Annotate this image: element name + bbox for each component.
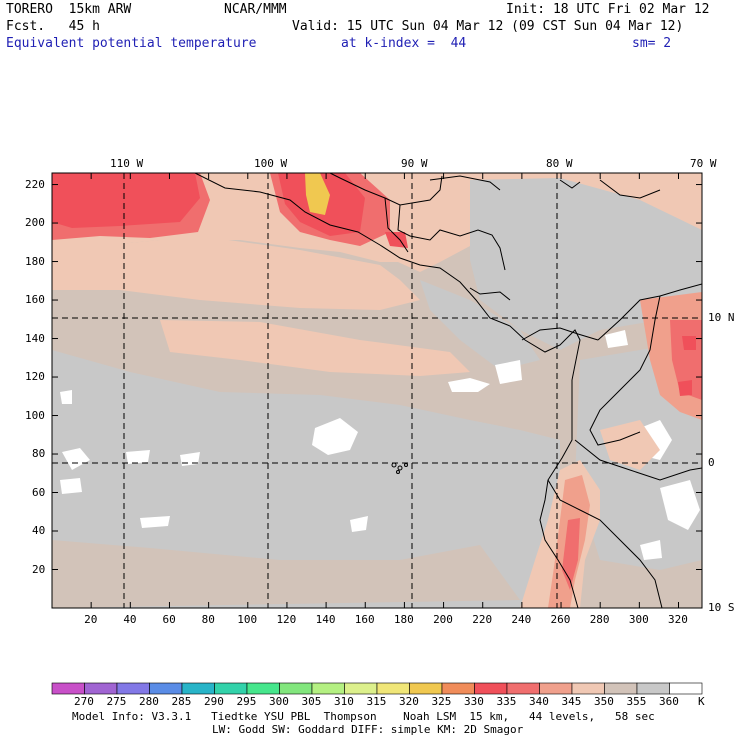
organization: NCAR/MMM <box>224 2 287 17</box>
y-tick-label: 100 <box>25 408 45 422</box>
smoothing: sm= 2 <box>632 36 672 51</box>
colorbar-label: 330 <box>464 695 484 708</box>
physics-info: LW: Godd SW: Goddard DIFF: simple KM: 2D… <box>212 723 524 736</box>
colorbar-label: 315 <box>366 695 387 708</box>
lon-label-100w: 100 W <box>254 157 288 170</box>
colorbar-label: 270 <box>74 695 94 708</box>
x-tick-label: 220 <box>472 613 493 626</box>
colorbar-label: 345 <box>561 695 582 708</box>
x-tick-label: 140 <box>315 613 336 626</box>
colorbar-swatch <box>149 682 183 695</box>
lon-label-90w: 90 W <box>401 157 428 170</box>
valid-time: Valid: 15 UTC Sun 04 Mar 12 (09 CST Sun … <box>292 19 684 34</box>
x-tick-label: 200 <box>433 613 453 626</box>
lon-label-110w: 110 W <box>110 157 144 170</box>
y-tick-label: 180 <box>25 254 45 268</box>
colorbar-swatch <box>181 682 215 695</box>
colorbar-swatch <box>311 682 345 695</box>
colorbar-swatch <box>116 682 150 695</box>
colorbar-label: 280 <box>139 695 159 708</box>
model-info: Model Info: V3.3.1 Tiedtke YSU PBL Thomp… <box>72 710 655 723</box>
y-tick-label: 60 <box>32 485 46 499</box>
y-tick-label: 20 <box>32 562 46 576</box>
y-tick-label: 160 <box>25 293 45 307</box>
colorbar-swatch <box>279 682 313 695</box>
colorbar-swatch <box>441 682 475 695</box>
colorbar-swatch <box>84 682 118 695</box>
lat-label-0: 0 <box>708 456 715 469</box>
colorbar-swatch <box>409 682 443 695</box>
colorbar-swatch <box>246 682 280 695</box>
lat-label-10s: 10 S <box>708 601 735 614</box>
x-tick-label: 300 <box>628 613 649 626</box>
colorbar-swatch <box>214 682 248 695</box>
colorbar-swatch <box>571 682 605 695</box>
x-tick-label: 160 <box>354 613 375 626</box>
x-tick-label: 100 <box>237 613 258 626</box>
colorbar-swatch <box>344 682 378 695</box>
graticule <box>52 173 702 608</box>
colorbar-label: 310 <box>334 695 354 708</box>
colorbar-label: 350 <box>594 695 614 708</box>
colorbar-label: 295 <box>236 695 257 708</box>
y-tick-label: 220 <box>25 177 45 191</box>
y-tick-label: 80 <box>32 447 46 461</box>
vertical-level: at k-index = 44 <box>341 36 467 51</box>
colorbar-label: 335 <box>496 695 517 708</box>
colorbar-label: 340 <box>529 695 549 708</box>
model-name: TORERO 15km ARW <box>6 2 132 17</box>
forecast-hour: Fcst. 45 h <box>6 19 100 34</box>
colorbar-label: 325 <box>431 695 452 708</box>
init-time: Init: 18 UTC Fri 02 Mar 12 <box>506 2 710 17</box>
colorbar-swatch <box>506 682 540 695</box>
x-tick-label: 40 <box>123 613 137 626</box>
lon-label-80w: 80 W <box>546 157 573 170</box>
colorbar-swatch <box>604 682 638 695</box>
colorbar-swatch <box>51 682 85 695</box>
x-tick-label: 260 <box>550 613 571 626</box>
lon-label-70w: 70 W <box>690 157 717 170</box>
x-tick-label: 320 <box>668 613 688 626</box>
colorbar-label: 305 <box>301 695 322 708</box>
colorbar-label: 355 <box>626 695 647 708</box>
colorbar-label: 300 <box>269 695 289 708</box>
lat-label-10n: 10 N <box>708 311 735 324</box>
colorbar-unit: K <box>698 695 705 708</box>
y-tick-label: 120 <box>25 370 45 384</box>
colorbar-label: 290 <box>204 695 224 708</box>
colorbar <box>51 682 703 695</box>
colorbar-swatch <box>636 682 670 695</box>
theta-e-field <box>52 173 702 608</box>
colorbar-swatch <box>376 682 410 695</box>
y-tick-label: 40 <box>32 524 46 537</box>
colorbar-label: 360 <box>659 695 679 708</box>
field-name: Equivalent potential temperature <box>6 36 257 51</box>
colorbar-label: 275 <box>106 695 127 708</box>
x-tick-label: 240 <box>511 613 532 626</box>
x-tick-label: 280 <box>589 613 610 626</box>
colorbar-swatch <box>474 682 508 695</box>
y-tick-label: 140 <box>25 331 45 345</box>
colorbar-label: 320 <box>399 695 419 708</box>
plot-frame <box>51 172 703 609</box>
colorbar-swatch <box>669 682 703 695</box>
colorbar-swatch <box>539 682 573 695</box>
y-tick-label: 200 <box>25 216 45 230</box>
x-tick-label: 20 <box>84 613 98 626</box>
colorbar-label: 285 <box>171 695 192 708</box>
x-tick-label: 60 <box>162 613 176 626</box>
x-tick-label: 80 <box>201 613 215 626</box>
coastlines <box>194 173 702 608</box>
x-tick-label: 120 <box>276 613 297 626</box>
x-tick-label: 180 <box>393 613 414 626</box>
